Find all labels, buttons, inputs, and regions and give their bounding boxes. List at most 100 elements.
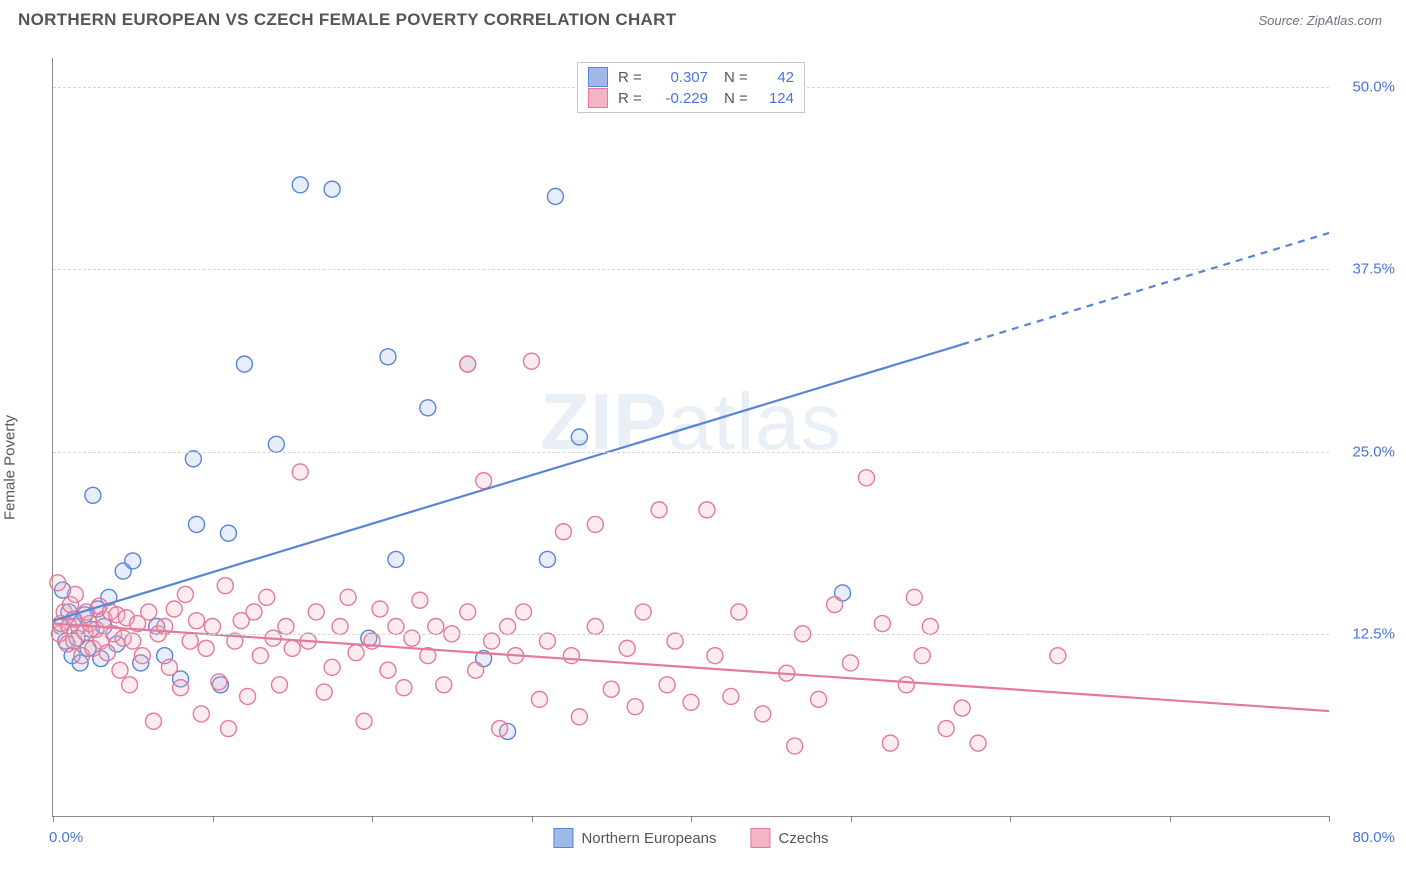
scatter-point-czechs xyxy=(843,655,859,671)
scatter-point-czechs xyxy=(67,586,83,602)
plot-svg xyxy=(53,58,1329,816)
scatter-point-czechs xyxy=(539,633,555,649)
scatter-point-czechs xyxy=(484,633,500,649)
scatter-point-northern_europeans xyxy=(85,487,101,503)
legend-swatch-czech xyxy=(751,828,771,848)
scatter-point-czechs xyxy=(161,659,177,675)
x-tick xyxy=(213,816,214,822)
scatter-point-czechs xyxy=(659,677,675,693)
scatter-point-czechs xyxy=(635,604,651,620)
scatter-point-czechs xyxy=(220,721,236,737)
legend-label-czech: Czechs xyxy=(779,830,829,847)
scatter-point-czechs xyxy=(755,706,771,722)
scatter-point-czechs xyxy=(898,677,914,693)
scatter-point-czechs xyxy=(787,738,803,754)
scatter-point-czechs xyxy=(460,604,476,620)
scatter-point-czechs xyxy=(246,604,262,620)
scatter-point-czechs xyxy=(922,619,938,635)
scatter-point-czechs xyxy=(476,473,492,489)
x-tick xyxy=(1329,816,1330,822)
n-label-2: N = xyxy=(724,90,748,107)
scatter-point-czechs xyxy=(259,589,275,605)
legend-item-northern: Northern Europeans xyxy=(553,828,716,848)
r-value-1: 0.307 xyxy=(652,69,708,86)
x-tick xyxy=(1170,816,1171,822)
scatter-point-czechs xyxy=(516,604,532,620)
scatter-point-czechs xyxy=(699,502,715,518)
correlation-row-2: R = -0.229 N = 124 xyxy=(588,88,794,108)
scatter-point-czechs xyxy=(524,353,540,369)
scatter-point-czechs xyxy=(240,688,256,704)
y-tick-label: 12.5% xyxy=(1352,625,1395,642)
r-label-2: R = xyxy=(618,90,642,107)
scatter-point-czechs xyxy=(292,464,308,480)
scatter-point-czechs xyxy=(651,502,667,518)
scatter-point-czechs xyxy=(271,677,287,693)
scatter-point-czechs xyxy=(252,648,268,664)
scatter-point-northern_europeans xyxy=(125,553,141,569)
scatter-point-czechs xyxy=(211,674,227,690)
y-tick-label: 50.0% xyxy=(1352,79,1395,96)
scatter-point-czechs xyxy=(99,645,115,661)
plot-area: ZIPatlas R = 0.307 N = 42 R = -0.229 N =… xyxy=(52,58,1329,817)
scatter-point-czechs xyxy=(141,604,157,620)
legend-swatch-northern xyxy=(553,828,573,848)
x-tick xyxy=(53,816,54,822)
scatter-point-czechs xyxy=(460,356,476,372)
scatter-point-czechs xyxy=(707,648,723,664)
scatter-point-czechs xyxy=(811,691,827,707)
scatter-point-czechs xyxy=(1050,648,1066,664)
scatter-point-northern_europeans xyxy=(388,551,404,567)
scatter-point-czechs xyxy=(134,648,150,664)
scatter-point-czechs xyxy=(404,630,420,646)
scatter-point-czechs xyxy=(125,633,141,649)
scatter-point-czechs xyxy=(193,706,209,722)
chart-source: Source: ZipAtlas.com xyxy=(1258,13,1382,28)
scatter-point-northern_europeans xyxy=(324,181,340,197)
swatch-czech xyxy=(588,88,608,108)
scatter-point-czechs xyxy=(189,613,205,629)
scatter-point-northern_europeans xyxy=(420,400,436,416)
scatter-point-czechs xyxy=(182,633,198,649)
chart-title: NORTHERN EUROPEAN VS CZECH FEMALE POVERT… xyxy=(18,10,676,30)
scatter-point-czechs xyxy=(587,619,603,635)
scatter-point-czechs xyxy=(316,684,332,700)
scatter-point-czechs xyxy=(906,589,922,605)
series-legend: Northern Europeans Czechs xyxy=(553,828,828,848)
correlation-legend: R = 0.307 N = 42 R = -0.229 N = 124 xyxy=(577,62,805,113)
scatter-point-czechs xyxy=(173,680,189,696)
r-label-1: R = xyxy=(618,69,642,86)
scatter-point-czechs xyxy=(412,592,428,608)
scatter-point-czechs xyxy=(938,721,954,737)
scatter-point-czechs xyxy=(555,524,571,540)
scatter-point-czechs xyxy=(914,648,930,664)
x-max-label: 80.0% xyxy=(1352,829,1395,846)
r-value-2: -0.229 xyxy=(652,90,708,107)
scatter-point-czechs xyxy=(563,648,579,664)
scatter-point-czechs xyxy=(122,677,138,693)
trend-line-northern_europeans xyxy=(53,344,962,620)
scatter-point-czechs xyxy=(492,721,508,737)
scatter-point-czechs xyxy=(858,470,874,486)
scatter-point-czechs xyxy=(874,616,890,632)
x-tick xyxy=(532,816,533,822)
scatter-point-czechs xyxy=(284,640,300,656)
scatter-point-czechs xyxy=(571,709,587,725)
y-tick-label: 37.5% xyxy=(1352,261,1395,278)
scatter-point-czechs xyxy=(954,700,970,716)
x-tick xyxy=(1010,816,1011,822)
swatch-northern xyxy=(588,67,608,87)
scatter-point-czechs xyxy=(145,713,161,729)
scatter-point-northern_europeans xyxy=(547,188,563,204)
scatter-point-czechs xyxy=(217,578,233,594)
scatter-point-northern_europeans xyxy=(189,516,205,532)
scatter-point-northern_europeans xyxy=(220,525,236,541)
scatter-point-czechs xyxy=(308,604,324,620)
scatter-point-czechs xyxy=(468,662,484,678)
scatter-point-northern_europeans xyxy=(380,349,396,365)
scatter-point-czechs xyxy=(50,575,66,591)
legend-label-northern: Northern Europeans xyxy=(581,830,716,847)
scatter-point-czechs xyxy=(348,645,364,661)
x-tick xyxy=(691,816,692,822)
x-tick xyxy=(372,816,373,822)
